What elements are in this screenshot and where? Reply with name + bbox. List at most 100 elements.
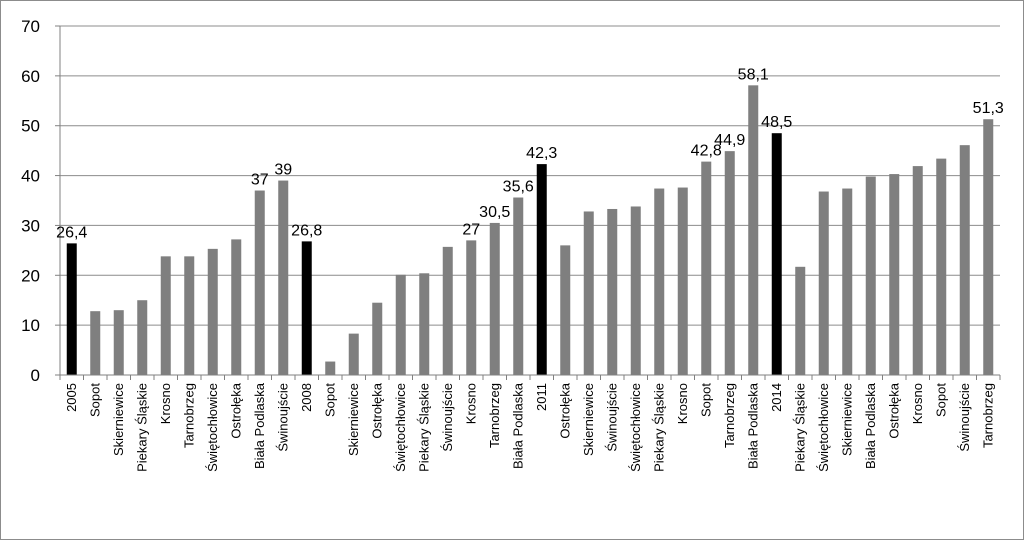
x-tick-label: Piekary Śląskie: [416, 383, 431, 472]
y-tick-label: 0: [31, 366, 40, 385]
x-tick-label: Krosno: [910, 383, 925, 424]
x-tick-label: Skierniewice: [839, 383, 854, 456]
x-tick-label: Sopot: [322, 383, 337, 417]
bar: [489, 222, 500, 375]
y-tick-label: 40: [21, 167, 40, 186]
data-label: 58,1: [738, 66, 769, 83]
data-label: 44,9: [714, 132, 745, 149]
x-tick-label: Świętochłowice: [205, 383, 220, 472]
bar: [889, 174, 900, 375]
bar: [748, 85, 759, 375]
bar: [677, 187, 688, 375]
data-label: 42,8: [691, 143, 722, 160]
y-tick-label: 50: [21, 117, 40, 136]
bar: [278, 180, 289, 375]
y-axis-ticks: 0 10 20 30 40 50 60 70: [21, 17, 40, 385]
data-label: 30,5: [479, 204, 510, 221]
bar: [90, 311, 101, 375]
x-tick-label: Sopot: [933, 383, 948, 417]
bar: [842, 188, 853, 375]
bar: [348, 333, 359, 375]
axes: [55, 25, 1001, 380]
y-tick-label: 20: [21, 266, 40, 285]
x-tick-label: Krosno: [675, 383, 690, 424]
bar: [325, 361, 336, 375]
data-label: 37: [251, 172, 269, 189]
x-tick-label: Krosno: [463, 383, 478, 424]
bar: [701, 161, 712, 375]
bar: [513, 197, 524, 375]
x-tick-label: Sopot: [698, 383, 713, 417]
bar-year-highlight: [301, 241, 312, 375]
bar: [372, 302, 383, 375]
data-label: 51,3: [973, 100, 1004, 117]
bar: [912, 166, 923, 375]
data-label: 39: [274, 162, 292, 179]
x-tick-label: Piekary Śląskie: [792, 383, 807, 472]
bar: [583, 211, 594, 375]
x-tick-label: Tarnobrzeg: [722, 383, 737, 448]
x-tick-label: 2014: [769, 383, 784, 412]
x-tick-label: Tarnobrzeg: [980, 383, 995, 448]
gridlines: [60, 25, 1000, 326]
bar-year-highlight: [536, 164, 547, 375]
data-label: 27: [462, 221, 480, 238]
bar: [137, 300, 148, 375]
x-tick-label: Świętochłowice: [393, 383, 408, 472]
bars: [66, 85, 994, 376]
x-tick-label: Świnoujście: [440, 383, 455, 452]
y-tick-label: 60: [21, 67, 40, 86]
x-tick-label: Ostrołęka: [557, 382, 572, 438]
x-tick-label: Piekary Śląskie: [134, 383, 149, 472]
bar: [936, 158, 947, 375]
x-tick-label: Biała Podlaska: [252, 382, 267, 469]
x-tick-label: 2005: [64, 383, 79, 412]
x-tick-label: Świętochłowice: [628, 383, 643, 472]
bar: [724, 151, 735, 375]
x-tick-label: Piekary Śląskie: [651, 383, 666, 472]
bar: [865, 176, 876, 375]
bar: [560, 245, 571, 375]
data-label: 35,6: [503, 179, 534, 196]
x-tick-label: Biała Podlaska: [863, 382, 878, 469]
bar: [466, 240, 477, 375]
x-tick-label: Krosno: [158, 383, 173, 424]
x-tick-label: Ostrołęka: [886, 382, 901, 438]
bar: [395, 274, 406, 375]
x-tick-label: Sopot: [87, 383, 102, 417]
bar: [630, 206, 641, 375]
bar: [959, 145, 970, 375]
bar: [207, 248, 218, 375]
y-tick-label: 10: [21, 316, 40, 335]
x-tick-label: Biała Podlaska: [510, 382, 525, 469]
data-label: 26,8: [291, 222, 322, 239]
x-tick-label: Świnoujście: [604, 383, 619, 452]
x-tick-label: Tarnobrzeg: [487, 383, 502, 448]
x-tick-label: Ostrołęka: [369, 382, 384, 438]
bar: [818, 191, 829, 375]
x-tick-label: 2011: [534, 383, 549, 411]
y-tick-label: 30: [21, 216, 40, 235]
x-tick-label: Skierniewice: [581, 383, 596, 456]
bar: [160, 256, 171, 375]
bar: [254, 190, 265, 375]
bar: [113, 310, 124, 375]
x-tick-label: Świętochłowice: [816, 383, 831, 472]
bar: [184, 256, 195, 375]
x-tick-label: 2008: [299, 383, 314, 412]
bar: [419, 273, 430, 375]
x-axis-ticks: 2005 Sopot Skierniewice Piekary Śląskie Kros…: [64, 382, 996, 472]
data-label: 42,3: [526, 145, 557, 162]
bar-year-highlight: [66, 243, 77, 375]
x-tick-label: Tarnobrzeg: [181, 383, 196, 448]
bar: [654, 188, 665, 375]
x-tick-label: Skierniewice: [111, 383, 126, 456]
data-label: 48,5: [761, 114, 792, 131]
x-tick-label: Biała Podlaska: [745, 382, 760, 469]
bar: [442, 246, 453, 375]
bar: [231, 239, 242, 375]
bar: [983, 119, 994, 376]
bar-year-highlight: [771, 133, 782, 375]
